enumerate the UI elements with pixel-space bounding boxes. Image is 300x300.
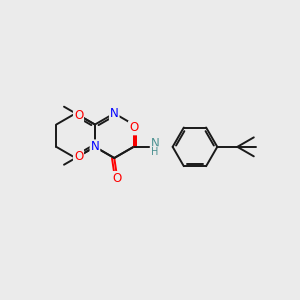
Text: O: O [129,122,138,134]
Text: O: O [112,172,122,185]
Text: O: O [74,150,83,163]
Text: N: N [151,137,160,151]
Text: O: O [74,109,83,122]
Text: N: N [91,140,99,153]
Text: N: N [110,107,118,120]
Text: H: H [152,147,159,157]
